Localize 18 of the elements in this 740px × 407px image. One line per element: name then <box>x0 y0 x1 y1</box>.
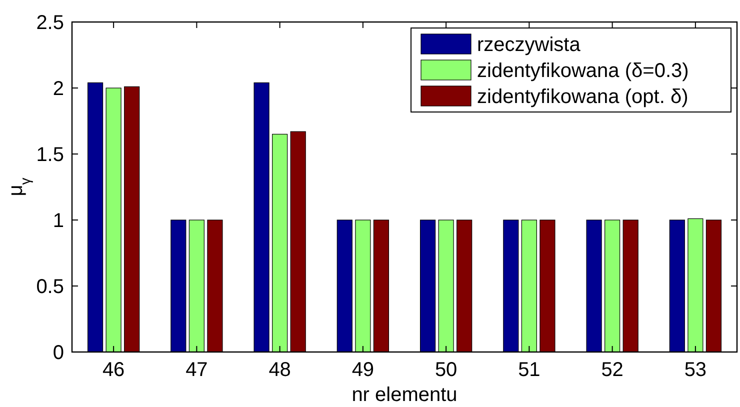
x-tick-label: 50 <box>434 359 458 381</box>
y-tick-label: 2.5 <box>36 12 64 34</box>
x-axis-title: nr elementu <box>352 384 458 406</box>
x-tick-label: 47 <box>186 359 208 381</box>
y-tick-label: 0 <box>52 342 64 364</box>
legend-label: zidentyfikowana (opt. δ) <box>477 86 688 108</box>
y-tick-label: 2 <box>52 78 64 100</box>
y-tick-label: 1.5 <box>36 144 64 166</box>
legend-label: rzeczywista <box>477 34 582 56</box>
x-tick-label: 53 <box>684 359 707 381</box>
x-tick-label: 51 <box>518 359 540 381</box>
x-tick-label: 48 <box>268 359 291 381</box>
y-tick-label: 1 <box>52 210 64 232</box>
x-tick-label: 49 <box>352 359 374 381</box>
x-tick-label: 46 <box>102 359 125 381</box>
y-tick-label: 0.5 <box>36 276 64 298</box>
x-tick-label: 52 <box>601 359 624 381</box>
legend-label: zidentyfikowana (δ=0.3) <box>477 60 689 82</box>
